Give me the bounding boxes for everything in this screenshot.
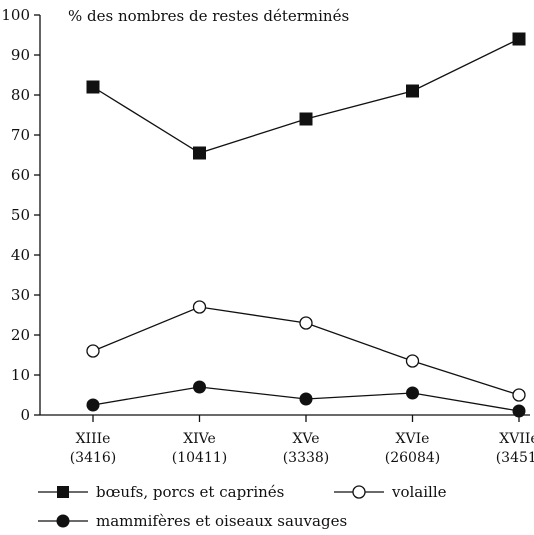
filled-circle-marker-icon (38, 514, 88, 528)
x-tick-label-count: (3416) (70, 450, 117, 466)
y-tick-label: 100 (1, 6, 30, 24)
data-point-filled-circle (299, 392, 313, 406)
y-tick-label: 0 (20, 406, 30, 424)
y-tick-label: 90 (11, 46, 30, 64)
legend-item-volaille: volaille (334, 483, 447, 501)
x-tick-label-count: (10411) (172, 450, 227, 466)
data-point-filled-circle (406, 386, 419, 400)
x-tick-label-century: XVIe (396, 431, 430, 447)
y-tick-label: 60 (11, 166, 30, 184)
y-tick-label: 20 (11, 326, 30, 344)
y-tick-label: 30 (11, 286, 30, 304)
y-tick-label: 10 (11, 366, 30, 384)
y-tick-label: 40 (11, 246, 30, 264)
legend-label-mammiferes: mammifères et oiseaux sauvages (96, 512, 348, 530)
data-point-square (193, 146, 206, 160)
series-lines (92, 38, 520, 412)
data-point-open-circle (405, 354, 420, 368)
y-tick-label: 70 (11, 126, 30, 144)
legend-label-volaille: volaille (392, 483, 447, 501)
y-tick-label: 50 (11, 206, 30, 224)
data-point-filled-circle (86, 398, 100, 412)
data-point-square (86, 80, 100, 94)
x-axis: XIIIe (3416) XIVe (10411) XVe (3338) XVIe (2608… (40, 414, 534, 466)
data-point-open-circle (512, 388, 526, 402)
open-circle-marker-icon (334, 485, 384, 499)
data-point-open-circle (299, 316, 313, 330)
x-tick-label-century: XVe (292, 431, 319, 447)
data-point-filled-circle (193, 380, 206, 394)
data-point-open-circle (192, 300, 207, 314)
data-point-square (299, 112, 313, 126)
legend-item-boeufs: bœufs, porcs et caprinés (38, 483, 284, 501)
filled-square-marker-icon (38, 486, 88, 498)
legend-label-boeufs: bœufs, porcs et caprinés (96, 483, 285, 501)
x-tick-label-count: (26084) (385, 450, 440, 466)
data-point-filled-circle (512, 404, 526, 418)
legend-item-mammiferes: mammifères et oiseaux sauvages (38, 512, 347, 530)
data-point-open-circle (86, 344, 100, 358)
x-tick-label-century: XIIIe (76, 431, 111, 447)
x-tick-label-count: (3451) (496, 450, 534, 466)
y-tick-label: 80 (11, 86, 30, 104)
line-chart: 0 10 20 30 40 50 60 70 80 90 100 XIIIe (3416) XIVe (1… (1, 6, 534, 466)
series-markers (86, 32, 526, 418)
x-tick-label-century: XVIIe (499, 431, 534, 447)
data-point-square (406, 84, 419, 98)
x-tick-label-century: XIVe (183, 431, 216, 447)
y-axis: 0 10 20 30 40 50 60 70 80 90 100 (1, 6, 41, 424)
y-axis-title: % des nombres de restes déterminés (68, 7, 349, 25)
x-tick-label-count: (3338) (283, 450, 330, 466)
data-point-square (512, 32, 526, 46)
series-line-0 (92, 38, 520, 154)
